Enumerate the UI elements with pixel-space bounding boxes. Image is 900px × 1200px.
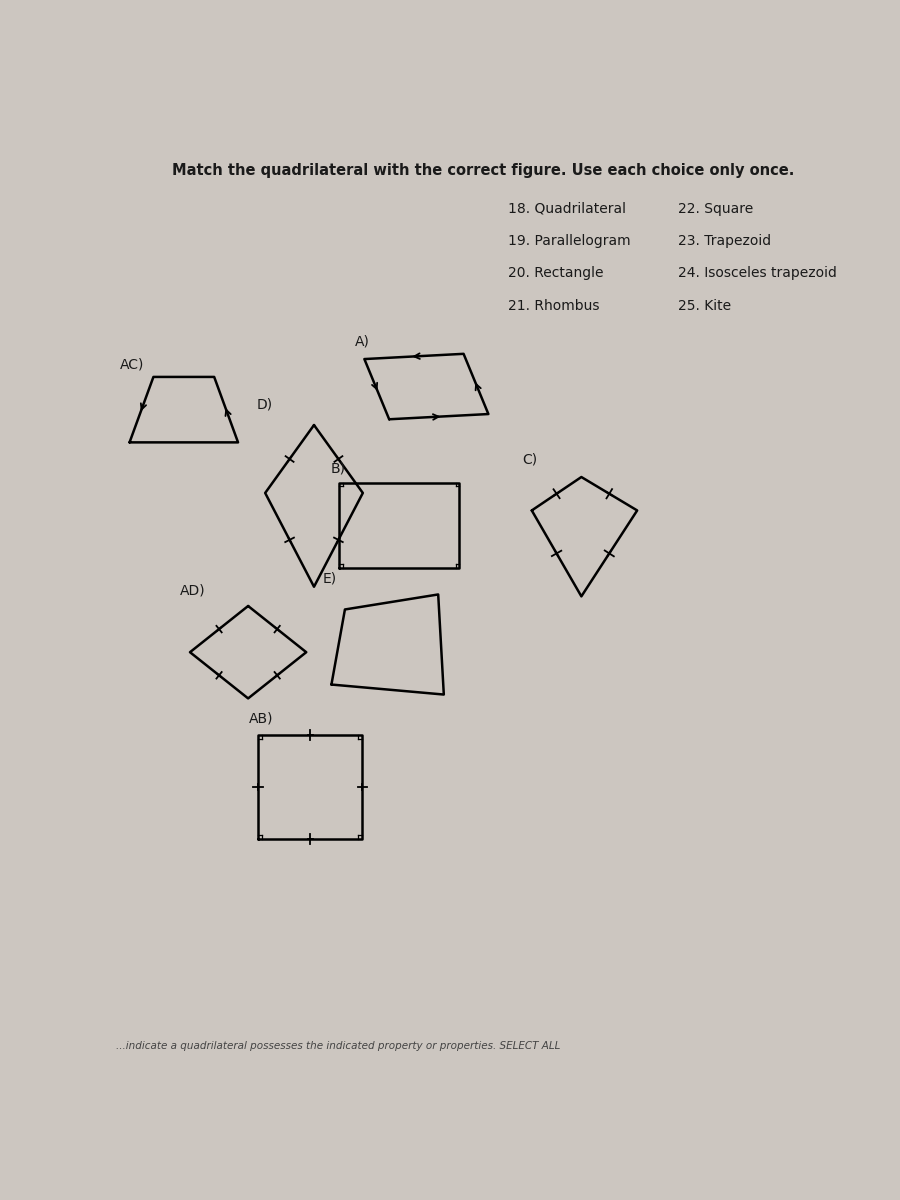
Text: 18. Quadrilateral: 18. Quadrilateral [508, 202, 626, 216]
Text: 23. Trapezoid: 23. Trapezoid [679, 234, 771, 248]
Text: ...indicate a quadrilateral possesses the indicated property or properties. SELE: ...indicate a quadrilateral possesses th… [116, 1042, 561, 1051]
Text: 19. Parallelogram: 19. Parallelogram [508, 234, 630, 248]
Text: 25. Kite: 25. Kite [679, 299, 732, 313]
Text: B): B) [330, 461, 346, 475]
Text: A): A) [356, 334, 370, 348]
Text: AD): AD) [179, 584, 205, 598]
Text: C): C) [523, 452, 537, 467]
Text: 22. Square: 22. Square [679, 202, 753, 216]
Text: AC): AC) [120, 358, 144, 371]
Text: 20. Rectangle: 20. Rectangle [508, 266, 603, 281]
Text: Match the quadrilateral with the correct figure. Use each choice only once.: Match the quadrilateral with the correct… [172, 163, 795, 179]
Text: E): E) [323, 571, 338, 586]
Text: D): D) [257, 397, 274, 412]
Text: AB): AB) [248, 712, 273, 726]
Text: 21. Rhombus: 21. Rhombus [508, 299, 599, 313]
Text: 24. Isosceles trapezoid: 24. Isosceles trapezoid [679, 266, 837, 281]
